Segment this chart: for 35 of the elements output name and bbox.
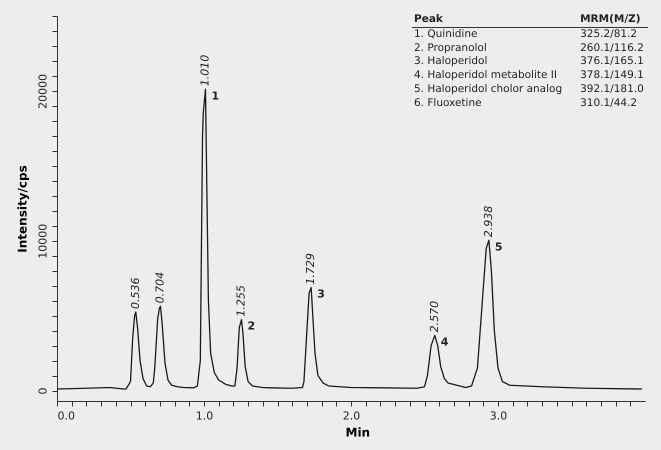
x-tick-label: 0.0 xyxy=(58,410,75,422)
x-tick-label: 1.0 xyxy=(196,410,214,422)
annotation: 1.010 xyxy=(198,54,212,86)
annotation: 260.1/116.2 xyxy=(579,42,645,56)
annotation: 2.938 xyxy=(482,206,495,238)
annotation: 310.1/44.2 xyxy=(579,96,638,111)
annotation: 3 xyxy=(317,288,325,301)
annotation: 0.536 xyxy=(128,278,142,310)
x-tick-label: 2.0 xyxy=(342,410,360,422)
annotation: 3. Haloperidol xyxy=(413,55,488,70)
annotation: 1.255 xyxy=(234,285,248,317)
annotation: 4 xyxy=(440,335,449,348)
annotation: 376.1/165.1 xyxy=(579,55,645,70)
annotation: 392.1/181.0 xyxy=(579,82,645,97)
annotation: 6. Fluoxetine xyxy=(413,96,483,111)
annotation: 1. Quinidine xyxy=(413,27,478,42)
annotation: 4. Haloperidol metabolite II xyxy=(413,69,558,83)
y-tick-label: 0 xyxy=(36,388,50,395)
annotation: 1 xyxy=(211,89,220,102)
annotation: 378.1/149.1 xyxy=(579,69,645,83)
annotation: 2. Propranolol xyxy=(413,42,488,56)
x-tick-label: 3.0 xyxy=(490,410,508,422)
annotation: Peak xyxy=(412,13,566,28)
y-axis-title: Intensity/cps xyxy=(16,165,30,253)
annotation: 0.704 xyxy=(153,272,166,304)
annotation: 5 xyxy=(494,240,503,254)
annotation: 1.729 xyxy=(304,253,318,285)
y-tick-label: 20000 xyxy=(36,74,50,109)
annotation: 325.2/81.2 xyxy=(579,27,638,42)
annotation: 2 xyxy=(247,320,256,333)
y-tick-label: 10000 xyxy=(36,224,50,259)
annotation: MRM(M/Z) xyxy=(566,13,648,28)
annotation: 2.570 xyxy=(428,300,441,332)
x-axis-title: Min xyxy=(346,426,370,440)
annotation: 5. Haloperidol cholor analog xyxy=(413,82,564,97)
